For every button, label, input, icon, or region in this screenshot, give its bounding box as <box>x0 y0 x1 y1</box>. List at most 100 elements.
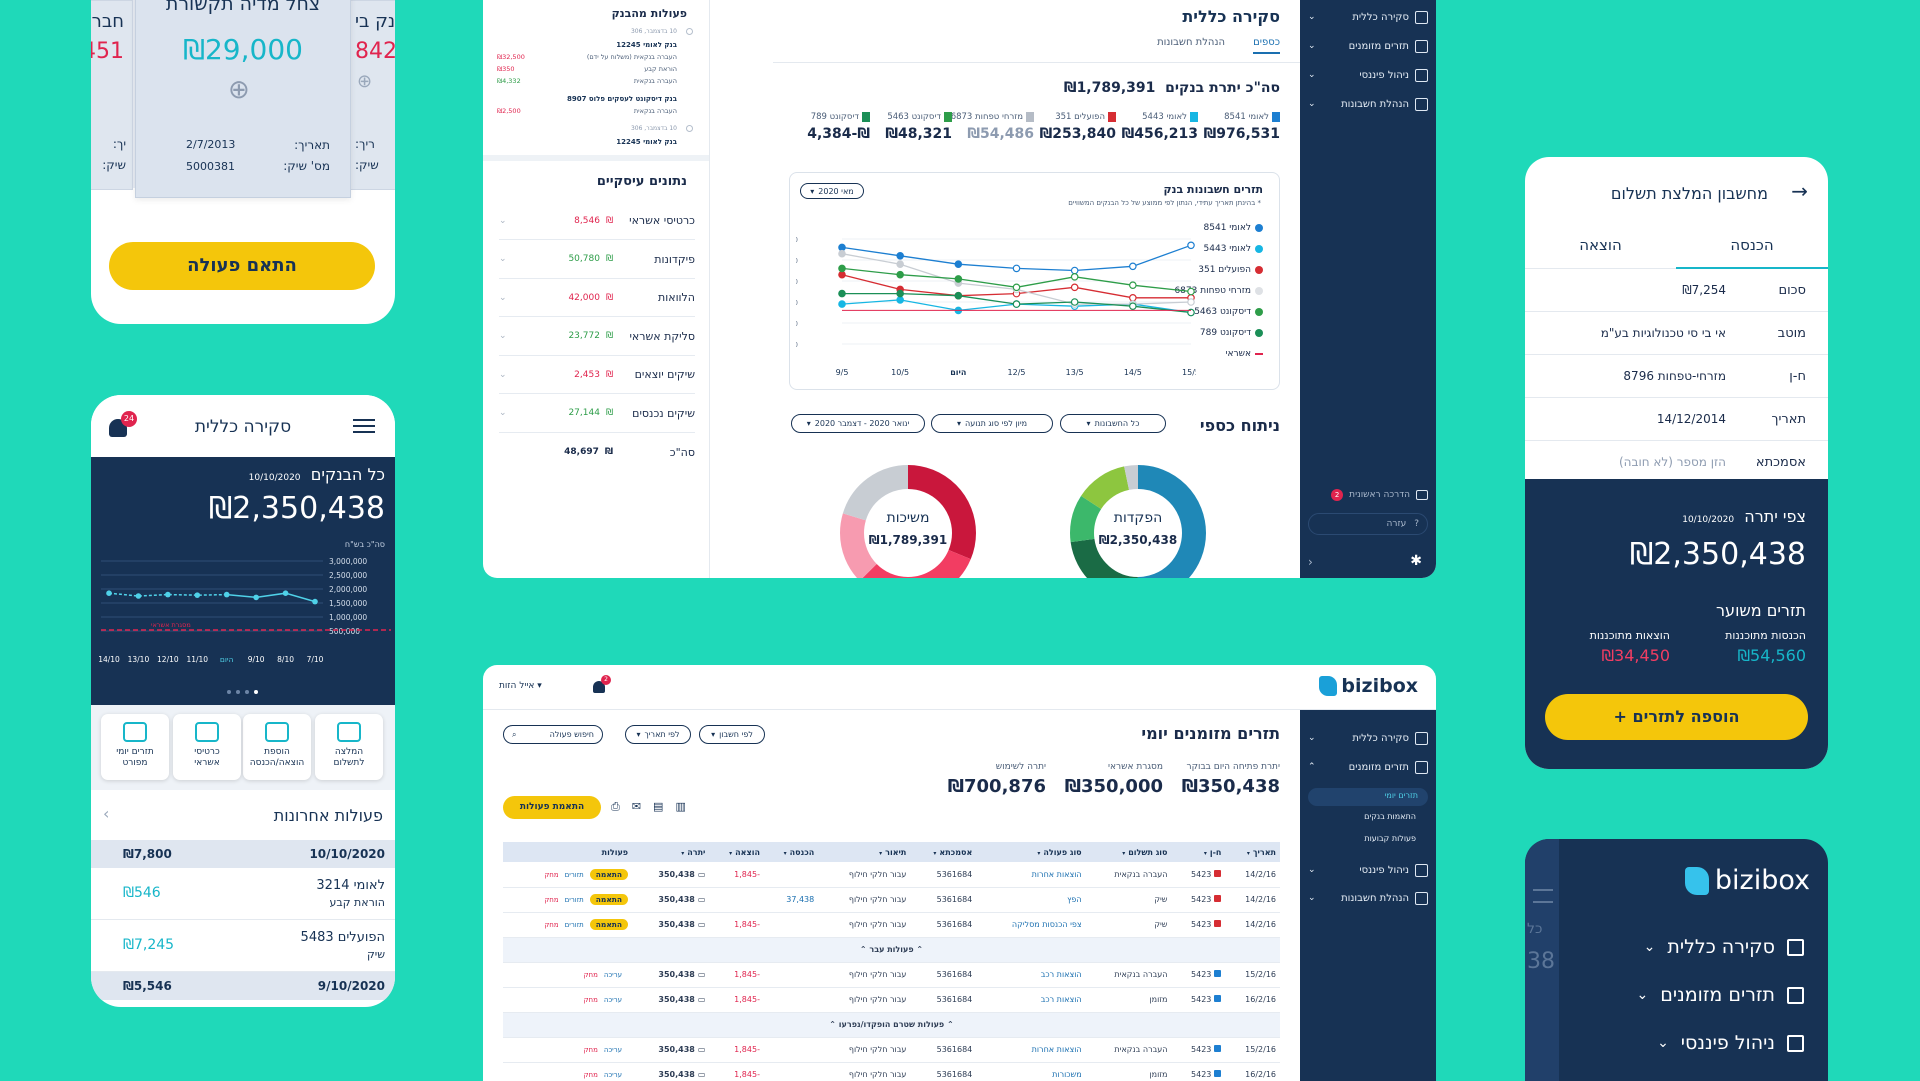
series-point[interactable] <box>838 249 846 258</box>
series-point[interactable] <box>1070 283 1079 292</box>
column-header[interactable]: אסמכתא▾ <box>910 842 977 862</box>
series-point[interactable] <box>838 264 846 273</box>
column-header[interactable]: הוצאה▾ <box>709 842 764 862</box>
table-row[interactable]: 15/2/16 5423 העברה בנקאית הוצאות אחרות 53616… <box>503 1037 1280 1063</box>
series-point[interactable] <box>838 300 846 308</box>
print-icon[interactable]: ⎙ <box>611 800 620 813</box>
hamburger-icon[interactable] <box>353 419 375 433</box>
series-point[interactable] <box>1070 272 1079 281</box>
series-point[interactable] <box>896 289 904 298</box>
match-button[interactable]: התאמה <box>589 919 629 930</box>
table-row[interactable]: 14/2/16 5423 העברה בנקאית הוצאות אחרות 53616… <box>503 862 1280 888</box>
edit-link[interactable]: תזורים <box>564 896 584 904</box>
series-point[interactable] <box>896 260 904 269</box>
table-row[interactable]: 15/2/16 5423 העברה בנקאית הוצאות רכב 5361684… <box>503 962 1280 988</box>
hamburger-icon[interactable] <box>1533 889 1553 903</box>
column-header[interactable]: פעולות <box>503 842 633 862</box>
zoom-icon[interactable]: ⊕ <box>228 75 250 105</box>
legend-item[interactable]: לאומי 8541 <box>1204 223 1263 233</box>
delete-link[interactable]: מחק <box>544 896 559 904</box>
mail-icon[interactable]: ✉ <box>631 800 642 813</box>
legend-item[interactable]: הפועלים 351 <box>1198 265 1263 275</box>
form-row[interactable]: סכום ₪7,254 <box>1525 269 1828 312</box>
quick-action-daily[interactable]: תזרים יומי מפורט <box>101 714 169 780</box>
quick-action-payment[interactable]: המלצה לתשלום <box>315 714 383 780</box>
excel-icon[interactable]: ▤ <box>653 800 664 813</box>
column-header[interactable]: יתרה▾ <box>632 842 710 862</box>
series-point[interactable] <box>1129 294 1137 302</box>
balance-point[interactable] <box>194 592 201 598</box>
gear-icon[interactable]: ✱ <box>1410 553 1422 569</box>
delete-link[interactable]: מחק <box>544 921 559 929</box>
series-point[interactable] <box>1012 300 1021 308</box>
business-row[interactable]: סליקת אשראי ₪ 23,772 ⌄ <box>499 318 695 356</box>
sidebar-item-accounting[interactable]: הנהלת חשבונות ⌄ <box>1308 94 1428 114</box>
table-row[interactable]: 14/2/16 5423 שיק הפץ 5361684 עבור חלקי חילוף 3… <box>503 887 1280 913</box>
bank-item[interactable]: לאומי 8541 ₪976,531 <box>1200 112 1280 142</box>
table-row[interactable]: 14/2/16 5423 שיק צפי הכנסות מסליקה 5361684 עב… <box>503 912 1280 938</box>
series-point[interactable] <box>838 243 846 252</box>
series-point[interactable] <box>1187 298 1195 306</box>
column-header[interactable]: תיאור▾ <box>818 842 911 862</box>
menu-item-cashflow[interactable]: תזרים מזומנים ⌄ <box>1637 984 1804 1006</box>
form-value[interactable]: הזן מספר (לא חובה) <box>1618 455 1726 469</box>
series-point[interactable] <box>838 270 846 279</box>
tab-expense[interactable]: הוצאה <box>1525 227 1676 269</box>
balance-point[interactable] <box>253 594 259 601</box>
match-actions-button[interactable]: התאמת פעולות <box>503 796 601 819</box>
legend-item[interactable]: אשראי <box>1225 349 1263 359</box>
date-filter[interactable]: מאי 2020 ▾ <box>800 183 864 199</box>
list-item[interactable]: לאומי 3214 הוראת קבע ₪546 <box>91 868 395 920</box>
legend-item[interactable]: דיסקונט 789 <box>1200 328 1263 338</box>
balance-point[interactable] <box>165 591 171 598</box>
guide-link[interactable]: הדרכה ראשונית 2 <box>1308 485 1428 505</box>
sub-item-daily[interactable]: תזרים יומי <box>1308 788 1428 806</box>
column-header[interactable]: תאריך▾ <box>1225 842 1280 862</box>
tab-accounting[interactable]: הנהלת חשבונות <box>1157 37 1225 48</box>
sidebar-item-cashflow[interactable]: תזרים מזומנים ⌃ <box>1308 757 1428 777</box>
group-row[interactable]: ⌃ פעולות עבר ⌃ <box>503 937 1280 963</box>
list-item[interactable]: הפועלים 5483 שיק ₪7,245 <box>91 920 395 972</box>
legend-item[interactable]: לאומי 5443 <box>1204 244 1263 254</box>
filter-accounts[interactable]: כל החשבונות ▾ <box>1060 414 1166 433</box>
business-row[interactable]: הלוואות ₪ 42,000 ⌄ <box>499 279 695 317</box>
quick-action-add[interactable]: הוספת הוצאה/הכנסה <box>243 714 311 780</box>
series-point[interactable] <box>954 260 963 269</box>
column-header[interactable]: סוג תשלום▾ <box>1085 842 1172 862</box>
form-value[interactable]: ₪7,254 <box>1682 283 1726 297</box>
edit-link[interactable]: עריכה <box>603 971 623 979</box>
edit-link[interactable]: עריכה <box>603 996 623 1004</box>
check-card-right[interactable]: בנק בי 842 ⊕ ריך: שיק: <box>346 0 395 190</box>
business-row[interactable]: שיקים נכנסים ₪ 27,144 ⌄ <box>499 395 695 433</box>
bank-item[interactable]: לאומי 5443 ₪456,213 <box>1118 112 1198 142</box>
sub-item-bank-match[interactable]: התאמות בנקים <box>1364 812 1416 821</box>
series-point[interactable] <box>1187 287 1195 296</box>
form-value[interactable]: 14/12/2014 <box>1656 412 1726 426</box>
filter-date[interactable]: לפי תאריך ▾ <box>625 725 691 744</box>
series-point[interactable] <box>896 270 904 279</box>
series-point[interactable] <box>954 291 963 300</box>
form-row[interactable]: תאריך 14/12/2014 <box>1525 398 1828 441</box>
business-row[interactable]: שיקים יוצאים ₪ 2,453 ⌄ <box>499 356 695 394</box>
collapse-icon[interactable]: › <box>1308 555 1313 569</box>
search-input[interactable]: חיפוש פעולה ⌕ <box>503 725 603 744</box>
match-action-button[interactable]: התאם פעולה <box>109 242 375 290</box>
business-row[interactable]: פיקדונות ₪ 50,780 ⌄ <box>499 241 695 279</box>
add-to-cashflow-button[interactable]: + הוספה לתזרים <box>1545 694 1808 740</box>
edit-link[interactable]: עריכה <box>603 1071 623 1079</box>
table-row[interactable]: 16/2/16 5423 מזומן משכורות 5361684 עבור חלקי … <box>503 1062 1280 1081</box>
series-point[interactable] <box>1070 266 1079 275</box>
help-button[interactable]: ? עזרה <box>1308 513 1428 535</box>
balance-point[interactable] <box>223 591 230 598</box>
group-row[interactable]: ⌃ פעולות שטרם הופקדו/נפרעו ⌃ <box>503 1012 1280 1038</box>
edit-link[interactable]: עריכה <box>603 1046 623 1054</box>
form-row[interactable]: מוטב אי בי סי טכנולוגיות בע"מ <box>1525 312 1828 355</box>
menu-item-finance[interactable]: ניהול פיננסי ⌄ <box>1657 1032 1804 1054</box>
sidebar-item-accounting[interactable]: הנהלת חשבונות ⌄ <box>1308 888 1428 908</box>
balance-point[interactable] <box>106 590 112 596</box>
column-header[interactable]: הכנסה▾ <box>763 842 819 862</box>
sidebar-item-overview[interactable]: סקירה כללית ⌄ <box>1308 728 1428 748</box>
bank-item[interactable]: דיסקונט 5463 ₪48,321 <box>872 112 952 142</box>
match-button[interactable]: התאמה <box>589 894 629 905</box>
zoom-icon[interactable]: ⊕ <box>357 71 373 92</box>
